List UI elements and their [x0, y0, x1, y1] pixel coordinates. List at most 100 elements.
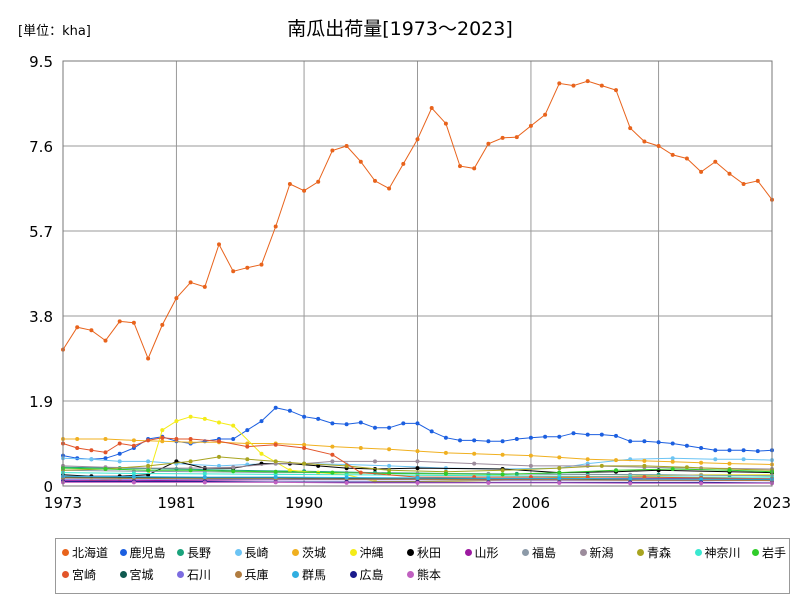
data-point: [656, 440, 661, 445]
data-point: [472, 166, 477, 171]
legend-item: 北海道: [62, 544, 108, 561]
data-point: [245, 428, 250, 433]
data-point: [174, 296, 179, 301]
data-point: [302, 442, 307, 447]
data-point: [642, 458, 647, 463]
data-point: [599, 83, 604, 88]
data-point: [458, 438, 462, 443]
data-point: [259, 451, 264, 456]
data-point: [727, 171, 732, 176]
data-point: [727, 461, 732, 466]
data-point: [443, 450, 448, 455]
legend-marker: [579, 549, 587, 556]
data-point: [202, 416, 207, 421]
data-point: [245, 444, 250, 449]
data-point: [160, 322, 165, 327]
y-tick-label: 5.7: [29, 223, 53, 241]
data-point: [429, 429, 434, 434]
legend-marker: [292, 571, 299, 578]
data-point: [557, 466, 562, 471]
data-point: [699, 169, 704, 174]
series-0: [61, 79, 774, 361]
data-point: [727, 448, 732, 453]
data-point: [628, 439, 633, 444]
data-point: [543, 112, 548, 117]
legend-marker: [349, 549, 357, 556]
axis-labels: 0 1.9 3.8 5.7 7.6 9.5 1973 1981 1990 1998 2006 2015…: [29, 53, 791, 512]
legend-item: 熊本: [407, 566, 441, 583]
legend-marker: [464, 549, 472, 556]
data-point: [146, 468, 151, 473]
legend-label: 茨城: [302, 546, 327, 560]
data-point: [344, 475, 349, 480]
legend-label: 青森: [647, 546, 672, 560]
legend-label: 長崎: [244, 546, 269, 560]
data-point: [131, 480, 136, 485]
data-point: [699, 481, 704, 486]
data-point: [699, 460, 704, 465]
data-point: [131, 443, 136, 448]
data-point: [302, 188, 307, 193]
legend-item: 長野: [177, 544, 211, 561]
data-point: [670, 441, 675, 446]
legend-marker: [752, 549, 759, 556]
data-point: [528, 435, 533, 440]
x-tick-label: 2006: [512, 494, 550, 512]
series-line: [63, 438, 773, 465]
data-point: [599, 432, 604, 437]
data-point: [358, 420, 363, 425]
data-point: [146, 356, 151, 361]
legend-label: 長野: [187, 546, 212, 560]
legend-marker: [292, 549, 299, 556]
legend-label: 新潟: [589, 546, 614, 560]
data-point: [287, 408, 292, 413]
data-point: [500, 452, 505, 457]
data-point: [486, 141, 491, 146]
data-point: [557, 470, 562, 475]
data-point: [273, 480, 278, 485]
data-point: [217, 420, 221, 425]
legend-marker: [177, 571, 184, 578]
data-point: [585, 79, 590, 84]
data-point: [500, 439, 505, 444]
legend-label: 熊本: [417, 568, 442, 582]
data-point: [528, 123, 533, 128]
data-point: [387, 425, 392, 430]
data-point: [628, 476, 633, 481]
y-tick-label: 3.8: [29, 308, 53, 326]
data-point: [585, 432, 590, 437]
legend-label: 沖縄: [359, 546, 384, 560]
data-point: [528, 463, 533, 468]
data-point: [514, 135, 519, 140]
data-point: [614, 433, 618, 438]
data-point: [188, 440, 193, 445]
legend: 北海道 鹿児島 長野 長崎 茨城 沖縄 秋田 山形 福島 新潟 青森 神奈川 岩手 宮崎 宮城 石川 兵庫 群馬 広…: [55, 538, 790, 594]
x-tick-label: 1990: [285, 494, 323, 512]
data-point: [443, 471, 448, 476]
legend-item: 沖縄: [349, 544, 384, 561]
data-point: [75, 446, 80, 450]
data-point: [415, 421, 420, 426]
series-12: [61, 466, 774, 477]
data-point: [302, 414, 307, 419]
data-point: [89, 328, 94, 333]
data-point: [458, 164, 462, 169]
data-point: [344, 463, 349, 468]
plot-border: [62, 60, 773, 487]
data-point: [188, 414, 193, 419]
series-line: [62, 460, 773, 470]
data-point: [146, 463, 151, 468]
data-point: [614, 468, 618, 473]
data-point: [585, 457, 590, 462]
data-point: [387, 468, 392, 473]
data-point: [486, 439, 491, 444]
data-point: [472, 461, 477, 466]
data-point: [415, 475, 420, 480]
data-point: [741, 457, 746, 462]
data-point: [188, 468, 193, 473]
data-point: [642, 463, 647, 468]
data-point: [146, 438, 151, 443]
legend-item: 秋田: [407, 544, 441, 561]
series-4: [61, 437, 774, 467]
